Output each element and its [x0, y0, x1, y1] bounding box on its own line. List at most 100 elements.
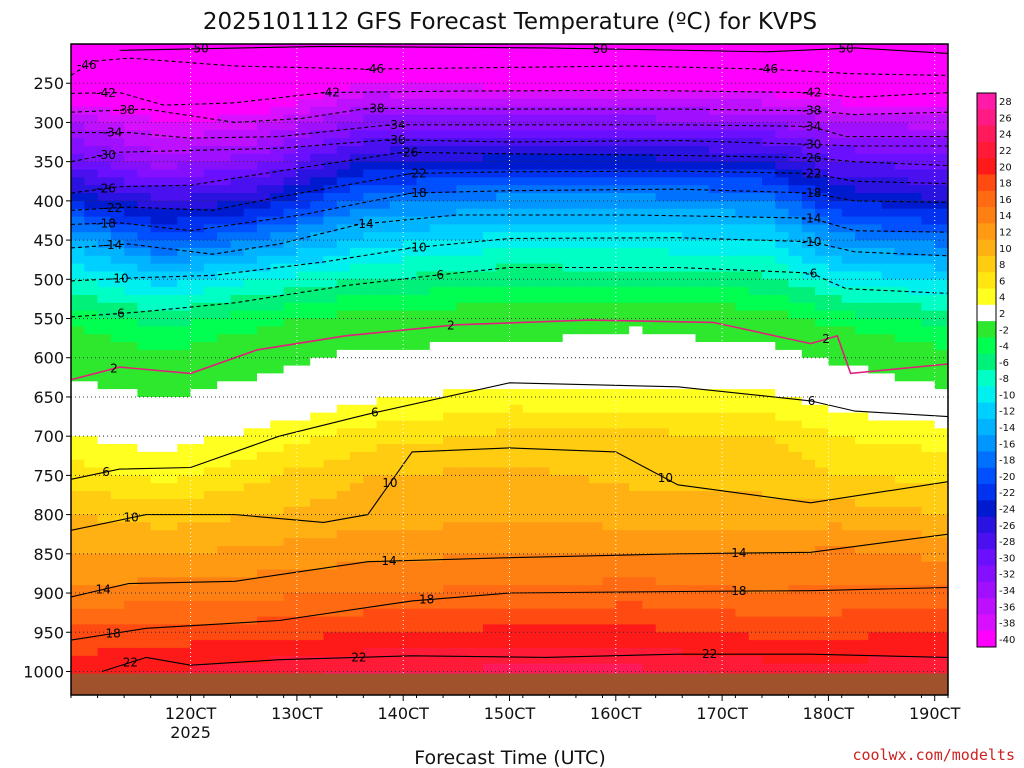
- temperature-cell: [190, 428, 205, 437]
- temperature-cell: [669, 483, 683, 492]
- temperature-cell: [389, 577, 404, 586]
- temperature-cell: [855, 51, 869, 61]
- temperature-cell: [815, 287, 829, 296]
- temperature-cell: [815, 522, 829, 531]
- temperature-cell: [469, 506, 484, 516]
- temperature-cell: [323, 640, 338, 649]
- temperature-cell: [310, 232, 325, 241]
- temperature-cell: [177, 404, 192, 414]
- temperature-cell: [735, 334, 750, 343]
- temperature-cell: [775, 420, 790, 429]
- temperature-cell: [124, 240, 139, 249]
- temperature-cell: [602, 577, 617, 586]
- temperature-cell: [589, 295, 604, 304]
- temperature-cell: [376, 514, 391, 523]
- temperature-cell: [482, 608, 497, 618]
- temperature-cell: [775, 169, 790, 178]
- temperature-cell: [575, 91, 590, 100]
- temperature-cell: [549, 475, 564, 484]
- temperature-cell: [496, 389, 511, 398]
- temperature-cell: [562, 224, 577, 233]
- temperature-cell: [150, 600, 165, 610]
- temperature-cell: [97, 193, 112, 202]
- temperature-cell: [722, 200, 736, 210]
- temperature-cell: [150, 467, 165, 476]
- temperature-cell: [788, 185, 803, 194]
- temperature-cell: [323, 506, 338, 516]
- temperature-cell: [429, 295, 444, 304]
- temperature-cell: [203, 51, 218, 61]
- temperature-cell: [589, 546, 604, 555]
- temperature-cell: [71, 365, 85, 374]
- temperature-cell: [762, 561, 776, 571]
- temperature-cell: [469, 318, 484, 327]
- temperature-cell: [575, 247, 590, 257]
- temperature-cell: [602, 569, 617, 578]
- temperature-cell: [775, 106, 790, 116]
- temperature-cell: [682, 208, 697, 218]
- temperature-cell: [669, 224, 683, 233]
- temperature-cell: [615, 357, 630, 367]
- temperature-cell: [296, 83, 311, 92]
- temperature-cell: [177, 608, 192, 618]
- temperature-cell: [801, 467, 816, 476]
- temperature-cell: [762, 506, 776, 516]
- temperature-cell: [828, 498, 843, 508]
- temperature-cell: [669, 593, 683, 602]
- temperature-cell: [323, 287, 338, 296]
- temperature-cell: [629, 114, 643, 123]
- temperature-cell: [363, 640, 378, 649]
- temperature-cell: [855, 91, 869, 100]
- temperature-cell: [389, 224, 404, 233]
- temperature-cell: [549, 177, 564, 186]
- temperature-cell: [655, 208, 670, 218]
- temperature-cell: [855, 255, 869, 265]
- temperature-cell: [429, 522, 444, 531]
- temperature-cell: [124, 310, 139, 320]
- temperature-cell: [722, 577, 736, 586]
- temperature-cell: [177, 51, 192, 61]
- temperature-cell: [708, 114, 723, 123]
- temperature-cell: [589, 459, 604, 469]
- temperature-cell: [669, 357, 683, 367]
- temperature-cell: [762, 295, 776, 304]
- temperature-cell: [296, 185, 311, 194]
- temperature-cell: [403, 608, 418, 618]
- temperature-cell: [509, 491, 524, 500]
- temperature-cell: [482, 193, 497, 202]
- temperature-cell: [456, 114, 471, 123]
- temperature-cell: [602, 608, 617, 618]
- temperature-cell: [855, 436, 869, 445]
- temperature-cell: [416, 491, 431, 500]
- temperature-cell: [283, 146, 298, 155]
- temperature-cell: [642, 193, 657, 202]
- temperature-cell: [841, 287, 856, 296]
- temperature-cell: [137, 475, 152, 484]
- temperature-cell: [71, 420, 85, 429]
- temperature-cell: [642, 428, 657, 437]
- temperature-cell: [496, 91, 511, 100]
- temperature-cell: [522, 498, 537, 508]
- temperature-cell: [150, 138, 165, 147]
- temperature-cell: [164, 232, 178, 241]
- temperature-cell: [642, 216, 657, 225]
- temperature-cell: [589, 506, 604, 516]
- temperature-cell: [562, 240, 577, 249]
- temperature-cell: [682, 577, 697, 586]
- temperature-cell: [562, 624, 577, 633]
- temperature-cell: [257, 608, 271, 618]
- temperature-cell: [602, 357, 617, 367]
- temperature-cell: [164, 302, 178, 312]
- temperature-cell: [695, 483, 710, 492]
- temperature-cell: [589, 59, 604, 69]
- temperature-cell: [110, 451, 125, 461]
- temperature-cell: [762, 624, 776, 633]
- temperature-cell: [575, 538, 590, 547]
- temperature-cell: [217, 530, 232, 539]
- temperature-cell: [283, 138, 298, 147]
- temperature-cell: [403, 122, 418, 131]
- temperature-cell: [708, 624, 723, 633]
- temperature-cell: [482, 326, 497, 335]
- temperature-cell: [629, 302, 643, 312]
- temperature-cell: [708, 514, 723, 523]
